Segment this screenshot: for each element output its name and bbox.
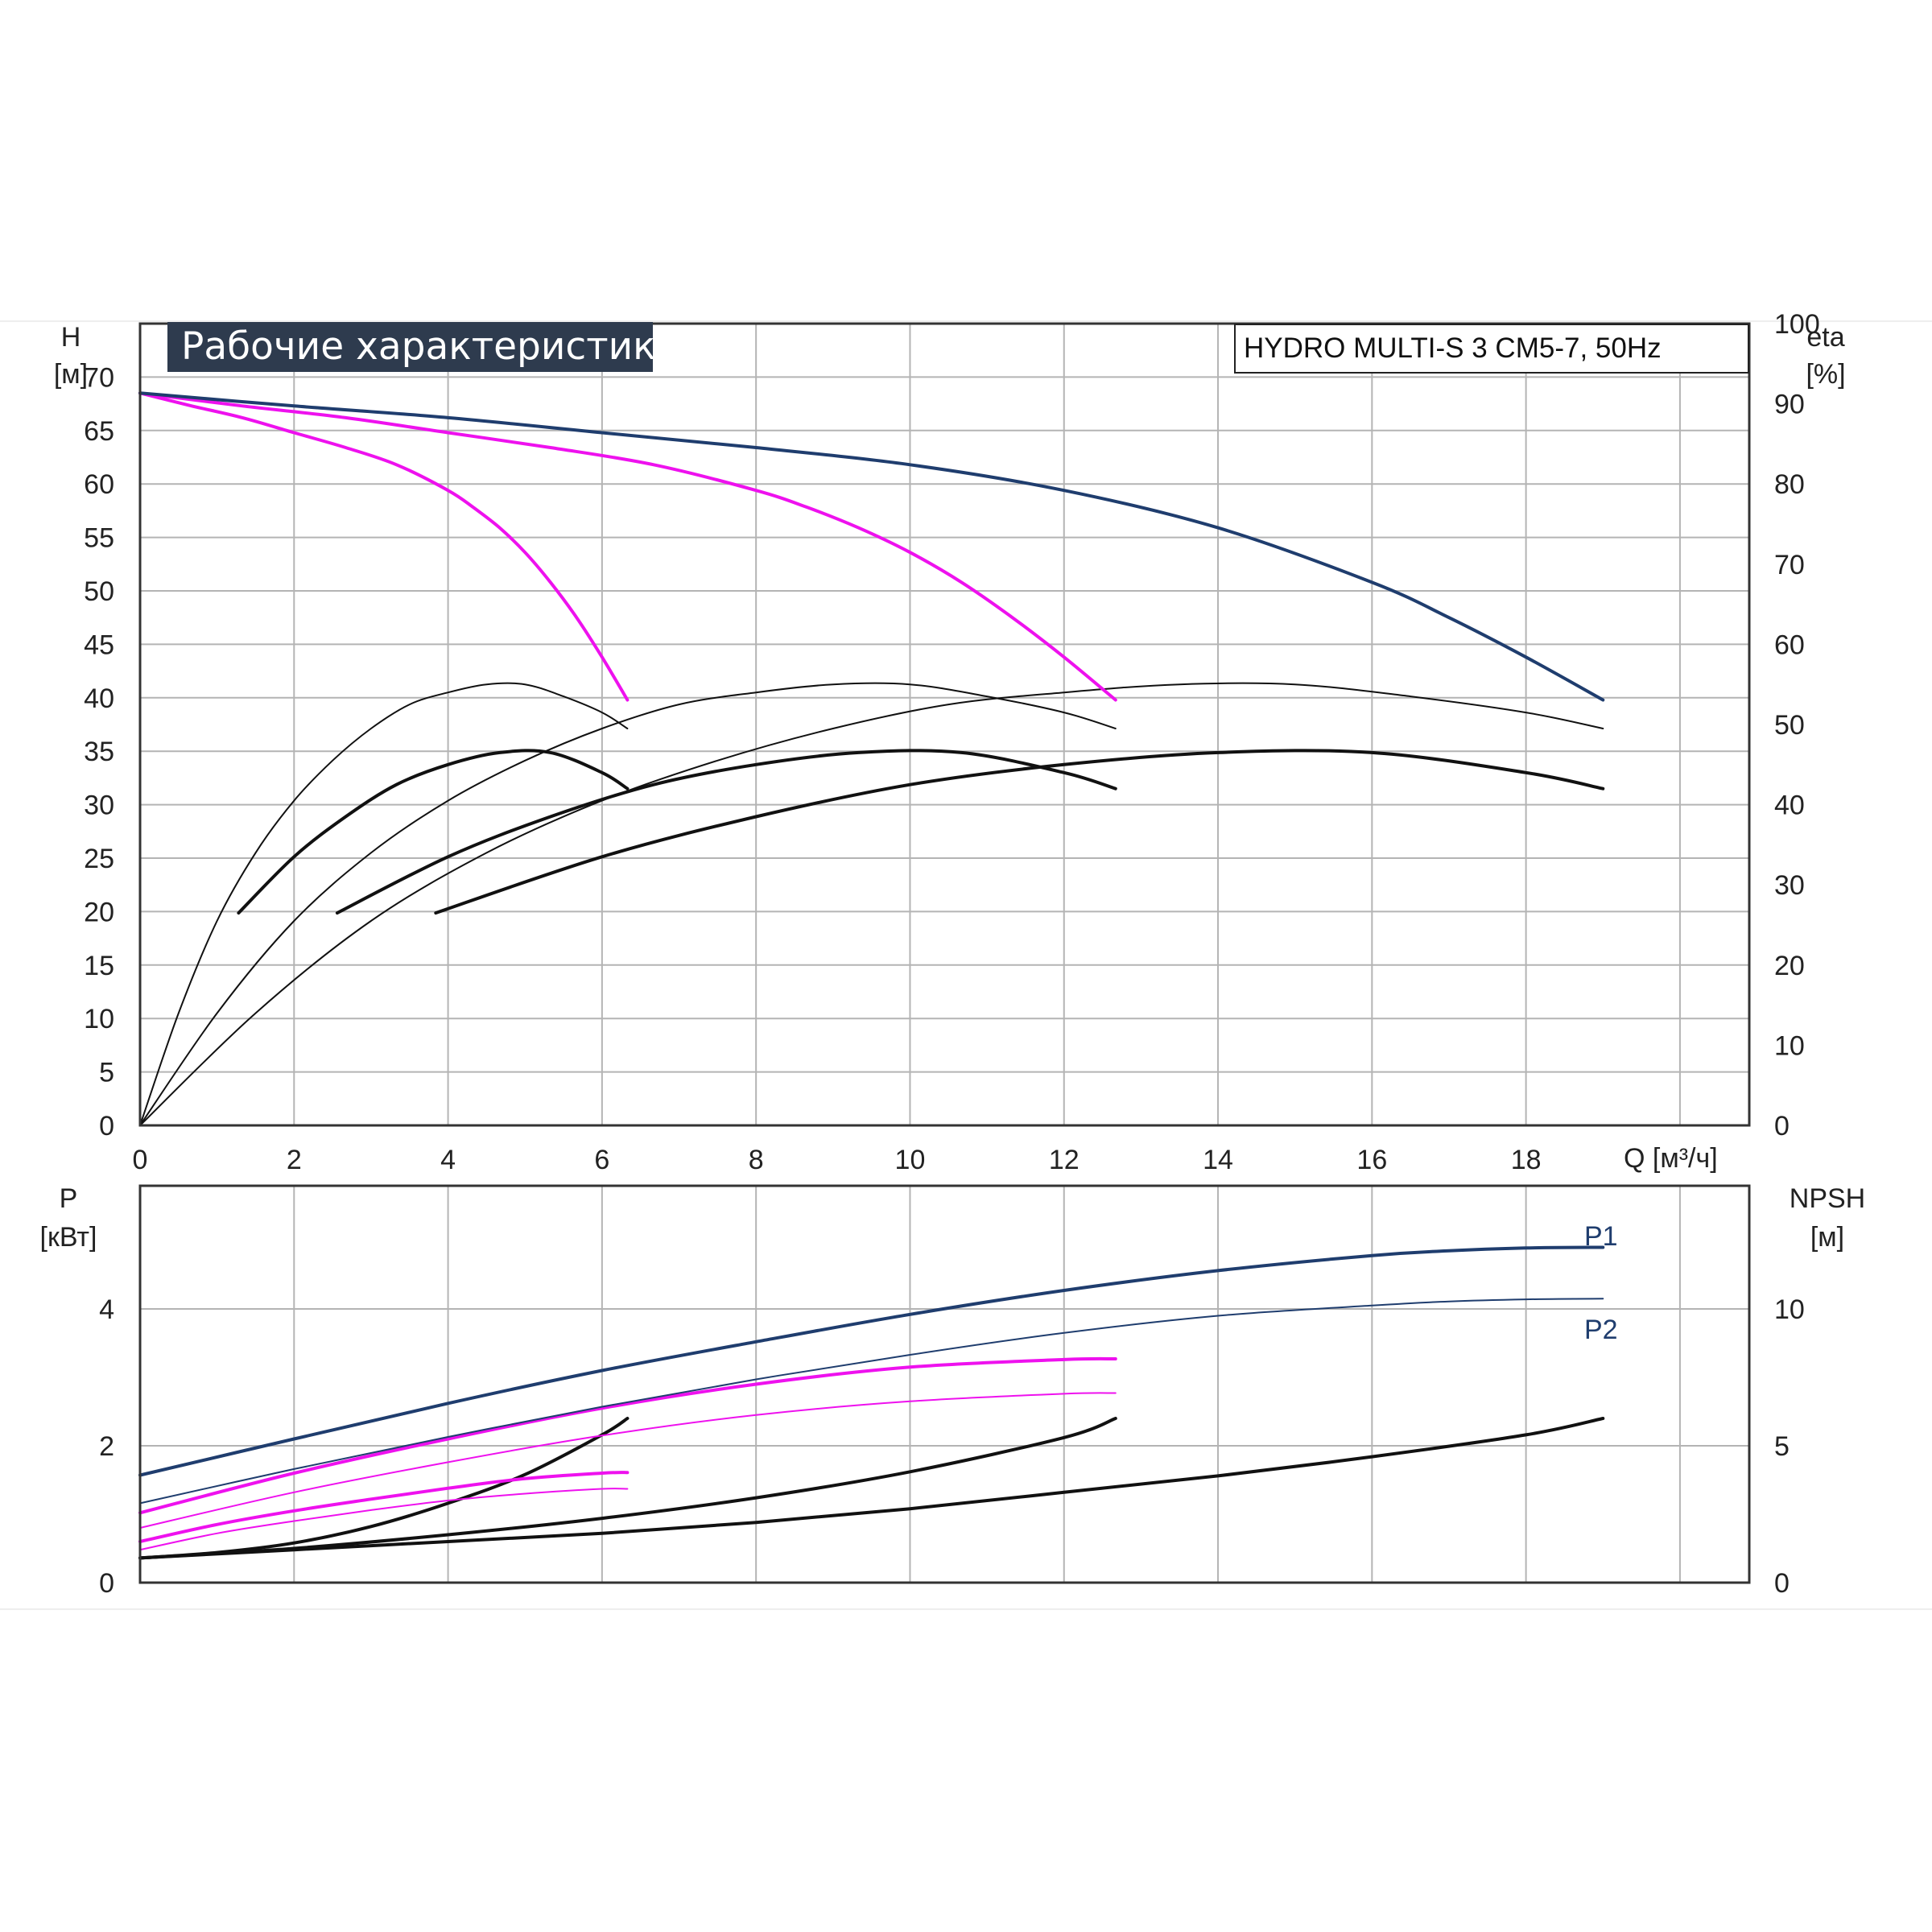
top-series-group: [138, 391, 1605, 1126]
eta-axis-unit: [%]: [1806, 359, 1846, 390]
npsh-curve: [138, 1417, 1605, 1560]
h-tick-label: 40: [84, 683, 114, 714]
eta-tick-label: 60: [1774, 630, 1805, 660]
q-axis-label: Q [м³/ч]: [1624, 1143, 1718, 1174]
h-tick-label: 5: [99, 1058, 114, 1088]
p1-power-curve: [138, 1245, 1605, 1477]
eta-tick-label: 70: [1774, 550, 1805, 580]
h-axis-symbol: H: [60, 322, 81, 353]
top-grid: [140, 323, 1749, 1125]
h-tick-label: 55: [84, 523, 114, 554]
bottom-series-group: [138, 1245, 1605, 1560]
h-tick-label: 20: [84, 897, 114, 927]
q-tick-label: 10: [895, 1145, 926, 1175]
eta-tick-label: 50: [1774, 710, 1805, 741]
q-tick-label: 2: [287, 1145, 302, 1175]
npsh-axis-unit: [м]: [1810, 1222, 1845, 1253]
power-curve: [139, 1392, 1117, 1529]
h-tick-label: 70: [84, 362, 114, 393]
efficiency-curve: [139, 682, 1604, 1126]
npsh-tick-label: 5: [1774, 1431, 1790, 1462]
head-curve: [138, 391, 1605, 702]
eta-tick-label: 10: [1774, 1030, 1805, 1061]
npsh-tick-label: 0: [1774, 1568, 1790, 1599]
eta-axis-symbol: eta: [1806, 322, 1845, 353]
q-tick-label: 0: [133, 1145, 148, 1175]
npsh-tick-label: 10: [1774, 1294, 1805, 1325]
h-tick-label: 25: [84, 844, 114, 874]
h-tick-label: 15: [84, 951, 114, 981]
p2-series-label: P2: [1584, 1315, 1618, 1345]
q-tick-label: 6: [594, 1145, 609, 1175]
p-axis-symbol: P: [59, 1183, 78, 1214]
efficiency-curve: [139, 682, 1117, 1126]
q-tick-label: 16: [1356, 1145, 1387, 1175]
bottom-border-line: [0, 1608, 1932, 1610]
top-plot-frame: [138, 322, 1751, 1127]
h-tick-label: 60: [84, 469, 114, 500]
p2-power-curve: [139, 1298, 1604, 1505]
npsh-curve: [138, 1417, 630, 1560]
h-tick-label: 65: [84, 416, 114, 447]
p-tick-label: 4: [99, 1294, 114, 1325]
h-tick-label: 0: [99, 1111, 114, 1141]
h-axis-unit: [м]: [53, 359, 89, 390]
q-tick-label: 4: [440, 1145, 456, 1175]
head-curve: [138, 391, 630, 702]
model-label: HYDRO MULTI-S 3 CM5-7, 50Hz: [1234, 324, 1749, 374]
tick-labels-group: 0510152025303540455055606570010203040506…: [84, 309, 1820, 1599]
head-curve: [138, 391, 1117, 702]
npsh-axis-symbol: NPSH: [1789, 1183, 1866, 1214]
p-axis-unit: [кВт]: [39, 1222, 97, 1253]
npsh-curve: [138, 1417, 1117, 1560]
p-tick-label: 2: [99, 1431, 114, 1462]
eta-tick-label: 30: [1774, 870, 1805, 901]
eta-tick-label: 90: [1774, 390, 1805, 420]
efficiency-curve: [335, 749, 1117, 915]
bottom-plot-frame: [138, 1184, 1751, 1584]
h-tick-label: 35: [84, 737, 114, 767]
q-tick-label: 12: [1049, 1145, 1080, 1175]
chart-title: Рабочие характеристики: [167, 322, 680, 372]
q-tick-label: 8: [749, 1145, 764, 1175]
h-tick-label: 10: [84, 1004, 114, 1034]
power-curve: [138, 1471, 630, 1543]
efficiency-curve: [237, 749, 630, 915]
efficiency-curve: [434, 749, 1605, 915]
eta-tick-label: 40: [1774, 791, 1805, 821]
p1-series-label: P1: [1584, 1221, 1618, 1252]
power-curve: [138, 1356, 1117, 1515]
h-tick-label: 45: [84, 630, 114, 660]
eta-tick-label: 20: [1774, 951, 1805, 981]
efficiency-curve: [139, 682, 629, 1126]
eta-tick-label: 0: [1774, 1111, 1790, 1141]
eta-tick-label: 80: [1774, 469, 1805, 500]
power-curve: [139, 1488, 629, 1551]
h-tick-label: 50: [84, 576, 114, 607]
h-tick-label: 30: [84, 791, 114, 821]
q-tick-label: 18: [1511, 1145, 1542, 1175]
eta-tick-label: 100: [1774, 309, 1820, 340]
p-tick-label: 0: [99, 1568, 114, 1599]
top-border-line: [0, 320, 1932, 322]
q-tick-label: 14: [1203, 1145, 1233, 1175]
